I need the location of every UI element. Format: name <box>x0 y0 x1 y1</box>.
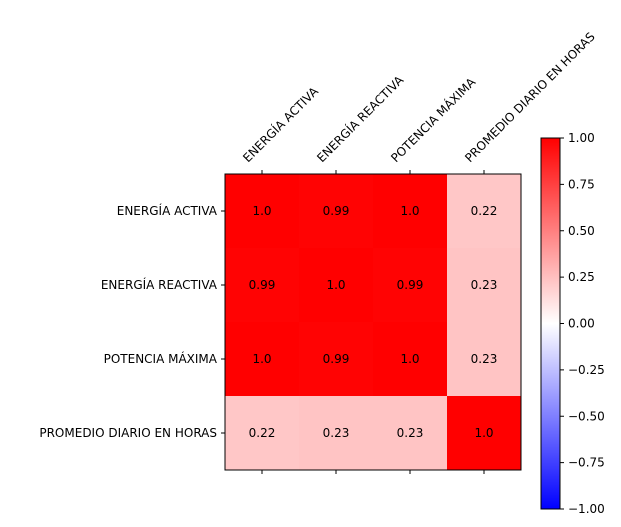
heatmap-cell <box>299 174 374 249</box>
cell-value-label: 1.0 <box>252 352 271 366</box>
column-tick-label: ENERGÍA ACTIVA <box>240 83 322 165</box>
colorbar-tick-label: −0.25 <box>568 363 605 377</box>
row-tick-label: PROMEDIO DIARIO EN HORAS <box>39 426 217 440</box>
cell-value-label: 0.23 <box>471 352 498 366</box>
heatmap-cell <box>299 396 374 471</box>
heatmap-cells <box>225 174 522 471</box>
heatmap-cell <box>225 174 300 249</box>
row-tick-label: ENERGÍA REACTIVA <box>101 277 218 292</box>
colorbar-tick-labels: 1.00 0.75 0.50 0.25 0.00 −0.25 −0.50 −0.75 −1.00 <box>560 131 605 516</box>
colorbar-tick-label: 0.75 <box>568 177 595 191</box>
cell-value-label: 0.99 <box>323 352 350 366</box>
row-tick-label: POTENCIA MÁXIMA <box>104 351 218 366</box>
colorbar-tick-label: 0.00 <box>568 317 595 331</box>
cell-value-label: 1.0 <box>400 204 419 218</box>
heatmap-cell <box>373 174 448 249</box>
heatmap-cell <box>373 322 448 397</box>
cell-labels: 1.0 0.99 1.0 0.22 0.99 1.0 0.99 0.23 1.0 0.99 1.0 0… <box>249 204 498 440</box>
cell-value-label: 1.0 <box>474 426 493 440</box>
cell-value-label: 0.23 <box>397 426 424 440</box>
colorbar-tick-label: −0.75 <box>568 456 605 470</box>
cell-value-label: 0.22 <box>249 426 276 440</box>
row-tick-labels: ENERGÍA ACTIVA ENERGÍA REACTIVA POTENCIA M… <box>39 203 225 440</box>
heatmap-cell <box>299 248 374 323</box>
cell-value-label: 1.0 <box>400 352 419 366</box>
heatmap-cell <box>225 248 300 323</box>
cell-value-label: 0.99 <box>397 278 424 292</box>
row-tick-label: ENERGÍA ACTIVA <box>117 203 218 218</box>
colorbar-tick-label: 1.00 <box>568 131 595 145</box>
heatmap-cell <box>225 396 300 471</box>
cell-value-label: 0.99 <box>323 204 350 218</box>
heatmap-cell <box>447 322 522 397</box>
cell-value-label: 0.23 <box>323 426 350 440</box>
colorbar-tick-label: −1.00 <box>568 502 605 516</box>
bottom-tick-marks <box>261 470 485 474</box>
cell-value-label: 0.23 <box>471 278 498 292</box>
colorbar-tick-label: 0.50 <box>568 224 595 238</box>
cell-value-label: 1.0 <box>326 278 345 292</box>
heatmap-cell <box>447 248 522 323</box>
heatmap-cell <box>299 322 374 397</box>
heatmap-cell <box>373 396 448 471</box>
heatmap-cell <box>447 396 522 471</box>
colorbar-tick-label: −0.50 <box>568 409 605 423</box>
heatmap-cell <box>373 248 448 323</box>
heatmap-cell <box>225 322 300 397</box>
cell-value-label: 0.99 <box>249 278 276 292</box>
colorbar <box>540 137 561 510</box>
cell-value-label: 1.0 <box>252 204 271 218</box>
cell-value-label: 0.22 <box>471 204 498 218</box>
heatmap-cell <box>447 174 522 249</box>
colorbar-tick-label: 0.25 <box>568 270 595 284</box>
heatmap-frame <box>224 173 522 471</box>
